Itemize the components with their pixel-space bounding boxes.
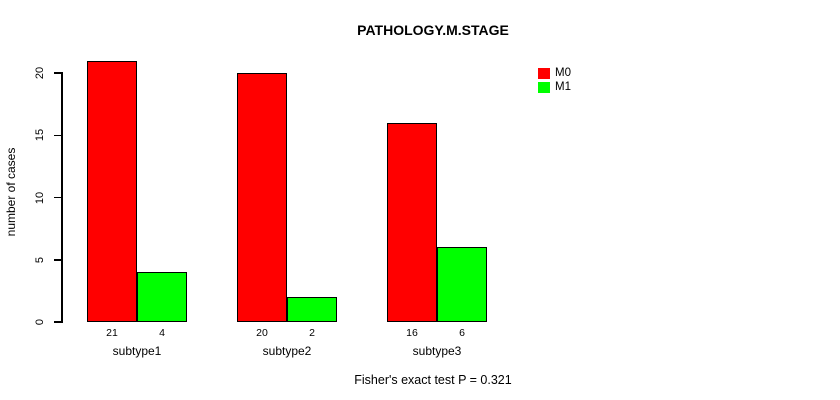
- bar-count-m0-subtype2: 20: [256, 327, 268, 339]
- bar-m1-subtype3: [437, 247, 487, 322]
- y-axis-tick: [54, 72, 61, 74]
- annotation-fisher-test: Fisher's exact test P = 0.321: [354, 373, 512, 387]
- y-axis-tick: [54, 259, 61, 261]
- y-axis-line: [61, 72, 63, 323]
- y-tick-label: 0: [34, 318, 46, 326]
- bar-count-m0-subtype3: 16: [406, 327, 418, 339]
- legend-swatch-m1: [538, 81, 550, 93]
- legend-swatch-m0: [538, 67, 550, 79]
- bar-m1-subtype1: [137, 272, 187, 322]
- y-tick-label: 10: [34, 191, 46, 204]
- x-category-label-subtype2: subtype2: [262, 344, 312, 358]
- legend-item-m0: M0: [538, 66, 571, 80]
- bar-m0-subtype2: [237, 73, 287, 322]
- bar-count-m1-subtype2: 2: [309, 327, 315, 339]
- y-tick-label: 20: [34, 66, 46, 80]
- y-tick-label: 5: [34, 256, 46, 263]
- y-axis-label: number of cases: [4, 147, 18, 237]
- legend: M0 M1: [538, 66, 571, 94]
- legend-label-m1: M1: [555, 80, 571, 93]
- bar-count-m1-subtype1: 4: [159, 327, 165, 339]
- y-axis-tick: [54, 134, 61, 136]
- y-axis-tick: [54, 196, 61, 199]
- bar-m1-subtype2: [287, 297, 337, 322]
- x-category-label-subtype3: subtype3: [412, 344, 462, 358]
- y-tick-label: 15: [34, 129, 46, 142]
- x-category-label-subtype1: subtype1: [112, 344, 162, 358]
- legend-item-m1: M1: [538, 80, 571, 94]
- bar-m0-subtype3: [387, 122, 437, 322]
- chart-title: PATHOLOGY.M.STAGE: [357, 22, 509, 38]
- bar-count-m1-subtype3: 6: [459, 327, 465, 339]
- bar-m0-subtype1: [87, 60, 137, 322]
- y-axis-tick: [54, 321, 61, 323]
- legend-label-m0: M0: [555, 66, 571, 79]
- bar-count-m0-subtype1: 21: [106, 327, 118, 339]
